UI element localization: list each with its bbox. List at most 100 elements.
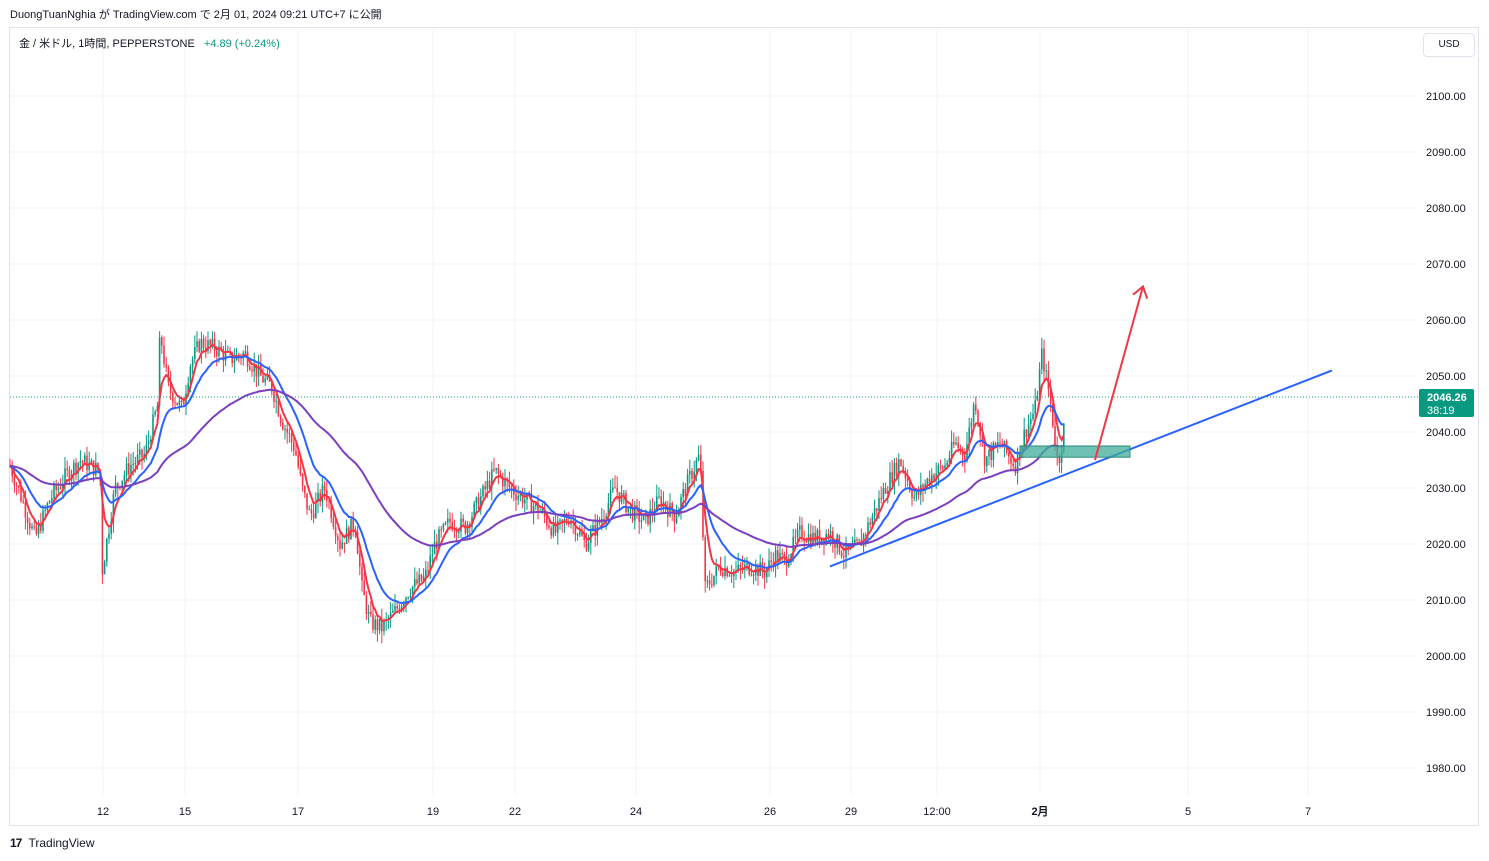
candle-body bbox=[801, 525, 803, 540]
candle-body bbox=[680, 497, 682, 510]
y-tick-label: 2030.00 bbox=[1426, 483, 1466, 495]
candle-body bbox=[282, 422, 284, 430]
candle-body bbox=[308, 509, 310, 511]
candle-body bbox=[926, 478, 929, 485]
candle-body bbox=[1036, 395, 1039, 401]
candle-body bbox=[455, 529, 458, 533]
candle-body bbox=[623, 492, 625, 494]
candle-body bbox=[884, 488, 887, 494]
candle-body bbox=[513, 488, 515, 495]
candle-body bbox=[922, 484, 924, 490]
candle-body bbox=[774, 550, 777, 567]
candle-body bbox=[592, 525, 594, 532]
candle-body bbox=[271, 381, 273, 392]
candle-body bbox=[818, 530, 821, 543]
candle-body bbox=[1047, 370, 1050, 389]
candle-body bbox=[939, 465, 942, 467]
candle-body bbox=[957, 442, 959, 448]
y-tick-label: 1980.00 bbox=[1426, 763, 1466, 775]
candle-body bbox=[352, 518, 354, 530]
candle-body bbox=[1041, 348, 1043, 370]
candle-body bbox=[400, 605, 403, 611]
candle-body bbox=[409, 595, 412, 598]
candle-body bbox=[858, 539, 860, 541]
candle-body bbox=[110, 521, 112, 534]
candle-body bbox=[737, 564, 739, 571]
candle-body bbox=[150, 439, 152, 442]
candle-body bbox=[224, 351, 227, 361]
candle-body bbox=[418, 574, 420, 584]
candle-body bbox=[427, 569, 429, 571]
candle-body bbox=[814, 532, 816, 543]
candle-body bbox=[596, 519, 599, 536]
candle-body bbox=[1012, 463, 1014, 467]
candle-body bbox=[191, 359, 194, 367]
candle-body bbox=[328, 500, 330, 502]
candle-body bbox=[675, 516, 678, 523]
candle-body bbox=[561, 519, 563, 522]
candle-body bbox=[147, 441, 150, 445]
trendline bbox=[829, 369, 1333, 568]
candle-body bbox=[788, 562, 790, 567]
last-price-value: 2046.26 bbox=[1427, 392, 1467, 404]
candle-body bbox=[370, 611, 372, 615]
candle-body bbox=[403, 604, 405, 606]
candle-body bbox=[554, 522, 557, 533]
candle-body bbox=[79, 461, 82, 464]
candle-body bbox=[803, 539, 805, 542]
candle-body bbox=[975, 404, 977, 411]
candle-body bbox=[711, 584, 713, 586]
candle-body bbox=[532, 506, 535, 513]
currency-button[interactable]: USD bbox=[1423, 33, 1475, 57]
candle-body bbox=[121, 480, 123, 489]
candle-body bbox=[183, 401, 185, 405]
grid bbox=[10, 30, 1418, 795]
x-tick-label: 5 bbox=[1185, 806, 1191, 818]
bar-countdown: 38:19 bbox=[1427, 405, 1455, 417]
candle-body bbox=[447, 518, 449, 523]
candle-body bbox=[964, 455, 966, 462]
candle-body bbox=[1043, 348, 1045, 372]
candle-body bbox=[444, 522, 447, 524]
candle-body bbox=[752, 574, 755, 576]
candle-body bbox=[136, 454, 139, 464]
candle-body bbox=[106, 538, 108, 562]
candle-body bbox=[350, 518, 352, 540]
candle-body bbox=[950, 442, 953, 458]
candle-body bbox=[290, 433, 293, 443]
candle-body bbox=[330, 501, 332, 519]
candle-body bbox=[783, 553, 786, 557]
candle-body bbox=[730, 575, 733, 577]
candle-body bbox=[647, 512, 649, 525]
candle-body bbox=[878, 498, 880, 511]
candle-body bbox=[550, 528, 552, 536]
candle-body bbox=[977, 410, 979, 423]
candle-body bbox=[297, 455, 299, 467]
candle-body bbox=[295, 450, 297, 456]
y-tick-label: 2080.00 bbox=[1426, 203, 1466, 215]
candle-body bbox=[187, 383, 189, 394]
candle-body bbox=[915, 491, 918, 498]
y-tick-label: 2000.00 bbox=[1426, 651, 1466, 663]
candle-body bbox=[515, 494, 517, 500]
candle-body bbox=[867, 522, 869, 536]
candle-body bbox=[805, 541, 808, 543]
candle-body bbox=[565, 519, 568, 523]
candle-body bbox=[293, 442, 295, 451]
candle-body bbox=[1027, 424, 1030, 438]
candle-body bbox=[37, 524, 40, 534]
candle-body bbox=[634, 505, 636, 521]
candle-body bbox=[68, 469, 71, 481]
candle-body bbox=[781, 553, 783, 555]
candle-body bbox=[625, 492, 627, 513]
candle-body bbox=[1023, 429, 1025, 447]
candle-body bbox=[876, 508, 878, 511]
candle-body bbox=[997, 442, 999, 446]
candle-body bbox=[796, 529, 799, 537]
candle-body bbox=[843, 556, 845, 558]
candle-body bbox=[15, 485, 18, 487]
bullish-arrow bbox=[1094, 286, 1144, 461]
candle-body bbox=[22, 501, 24, 503]
y-tick-label: 2090.00 bbox=[1426, 147, 1466, 159]
